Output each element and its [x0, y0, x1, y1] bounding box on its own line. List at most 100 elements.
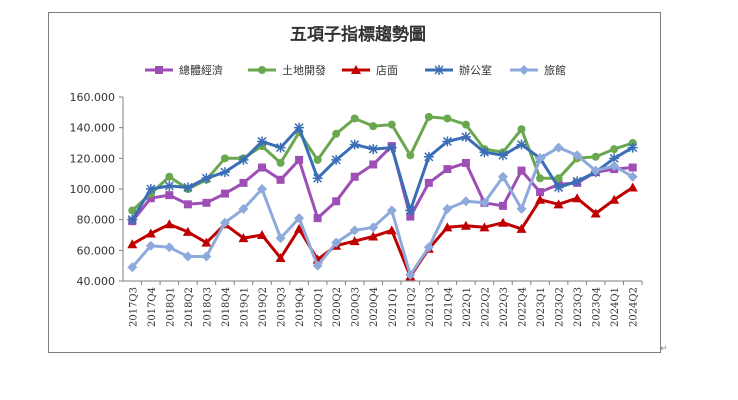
data-point	[609, 161, 620, 171]
x-tick-label: 2022Q2	[480, 287, 491, 327]
data-point	[145, 228, 156, 238]
data-point	[145, 184, 156, 194]
data-point	[627, 171, 638, 182]
data-point	[406, 151, 415, 160]
x-tick-label: 2022Q1	[462, 287, 473, 327]
legend-marker	[258, 66, 266, 74]
data-point	[294, 122, 305, 133]
data-point	[572, 176, 583, 187]
data-point	[516, 203, 527, 214]
x-tick-label: 2023Q2	[555, 287, 566, 327]
data-point	[128, 206, 137, 215]
data-point	[479, 147, 490, 158]
y-tick-label: 60.000	[77, 244, 116, 257]
data-point	[405, 205, 416, 216]
data-point	[424, 112, 433, 121]
data-point	[628, 163, 637, 172]
legend-marker	[434, 65, 444, 75]
x-tick-label: 2023Q1	[536, 287, 547, 327]
x-tick-label: 2017Q4	[147, 287, 158, 327]
chart-title: 五項子指標趨勢圖	[290, 24, 426, 45]
data-point	[201, 237, 212, 247]
data-point	[127, 262, 138, 273]
legend-marker	[519, 65, 529, 75]
data-point	[442, 222, 453, 232]
data-point	[331, 237, 342, 248]
x-tick-label: 2020Q4	[369, 287, 380, 327]
data-point	[460, 220, 471, 230]
data-point	[276, 158, 285, 167]
data-point	[238, 233, 249, 243]
data-point	[460, 196, 471, 207]
legend-label: 辦公室	[459, 63, 492, 77]
x-tick-label: 2019Q3	[277, 287, 288, 327]
data-point	[350, 114, 359, 123]
data-point	[219, 167, 230, 178]
data-point	[127, 214, 138, 225]
data-point	[312, 260, 323, 271]
data-point	[145, 240, 156, 251]
data-point	[627, 142, 638, 153]
y-tick-label: 100.000	[70, 183, 116, 196]
data-point	[349, 139, 360, 150]
data-point	[516, 139, 527, 150]
x-tick-label: 2020Q3	[351, 287, 362, 327]
data-point	[368, 222, 379, 233]
data-point	[553, 142, 564, 153]
data-point	[275, 233, 286, 244]
x-tick-label: 2017Q3	[128, 287, 139, 327]
return-mark: ↵	[660, 344, 668, 354]
legend-item-3: 店面	[342, 63, 398, 77]
series-line	[131, 186, 634, 278]
data-point	[572, 193, 583, 203]
x-tick-label: 2024Q1	[610, 287, 621, 327]
data-point	[516, 223, 527, 233]
x-tick-label: 2022Q3	[499, 287, 510, 327]
data-point	[609, 194, 620, 204]
x-tick-label: 2019Q2	[258, 287, 269, 327]
data-point	[405, 269, 416, 280]
data-point	[590, 208, 601, 218]
data-point	[294, 223, 305, 233]
data-point	[442, 136, 453, 147]
x-tick-label: 2018Q2	[184, 287, 195, 327]
data-point	[460, 131, 471, 142]
x-tick-label: 2019Q1	[239, 287, 250, 327]
legend-item-2: 土地開發	[248, 63, 326, 77]
x-tick-label: 2020Q1	[314, 287, 325, 327]
data-point	[165, 172, 174, 181]
series-line	[131, 115, 634, 212]
x-tick-label: 2024Q2	[629, 287, 640, 327]
data-point	[497, 171, 508, 182]
legend-item-5: 旅館	[510, 63, 566, 77]
data-point	[497, 217, 508, 227]
data-point	[424, 178, 433, 187]
data-point	[350, 172, 359, 181]
x-tick-label: 2018Q4	[221, 287, 232, 327]
data-point	[313, 214, 322, 223]
data-point	[386, 142, 397, 153]
data-point	[461, 158, 470, 167]
data-point	[201, 173, 212, 184]
x-tick-label: 2021Q4	[443, 287, 454, 327]
data-point	[349, 225, 360, 236]
data-point	[386, 205, 397, 216]
x-tick-label: 2018Q3	[202, 287, 213, 327]
data-point	[553, 199, 564, 209]
data-point	[349, 236, 360, 246]
x-tick-label: 2021Q1	[388, 287, 399, 327]
data-point	[182, 182, 193, 193]
x-tick-label: 2021Q3	[425, 287, 436, 327]
data-point	[238, 154, 249, 165]
data-point	[313, 155, 322, 164]
data-point	[182, 251, 193, 262]
data-point	[239, 178, 248, 187]
data-point	[295, 155, 304, 164]
data-point	[369, 122, 378, 131]
data-point	[479, 222, 490, 232]
data-point	[497, 150, 508, 161]
data-point	[535, 153, 546, 164]
y-tick-label: 120.000	[70, 152, 116, 165]
data-point	[536, 188, 545, 197]
